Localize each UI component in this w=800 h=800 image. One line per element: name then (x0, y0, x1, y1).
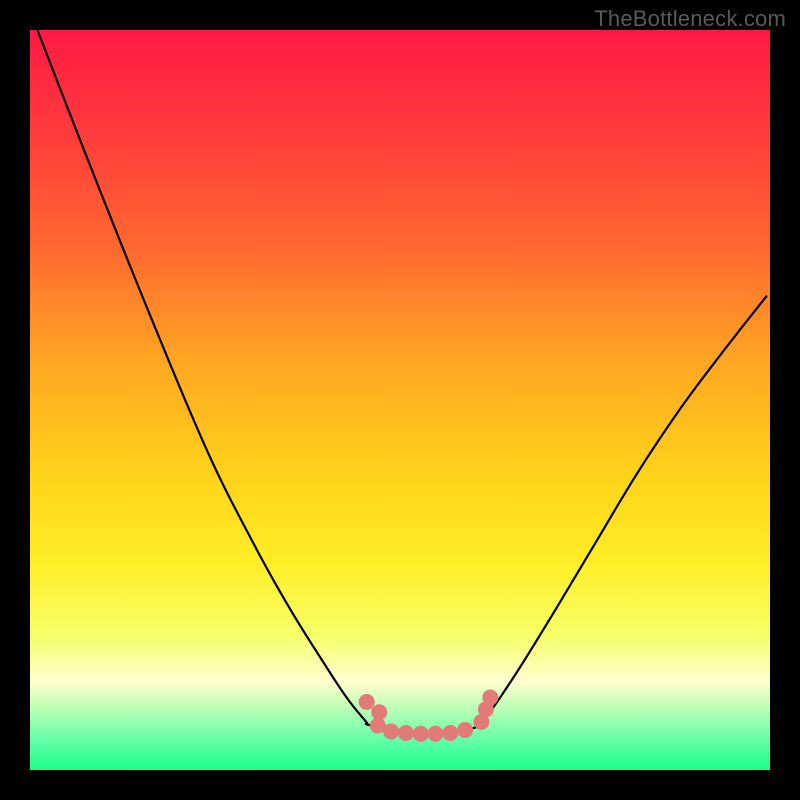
data-marker (457, 722, 473, 738)
data-marker (413, 726, 429, 742)
data-marker (398, 725, 414, 741)
chart-stage: TheBottleneck.com (0, 0, 800, 800)
gradient-background (30, 30, 770, 770)
data-marker (383, 724, 399, 740)
data-marker (442, 725, 458, 741)
data-marker (428, 726, 444, 742)
bottleneck-chart (0, 0, 800, 800)
data-marker (482, 689, 498, 705)
data-marker (359, 694, 375, 710)
